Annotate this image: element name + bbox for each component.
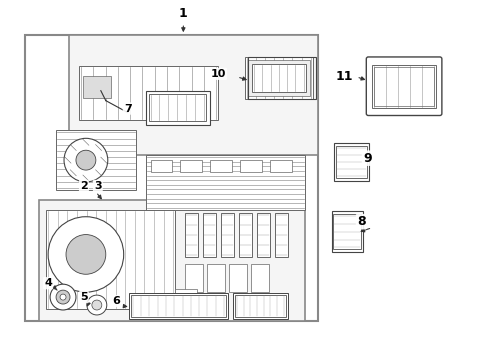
- Bar: [221, 213, 234, 257]
- Bar: [235, 295, 285, 317]
- Bar: [185, 213, 198, 257]
- Text: 5: 5: [80, 292, 87, 302]
- Bar: [128, 293, 227, 319]
- Bar: [130, 295, 225, 317]
- Bar: [250, 264, 268, 292]
- Bar: [371, 65, 435, 108]
- Text: 6: 6: [112, 296, 120, 306]
- Bar: [333, 214, 361, 249]
- Bar: [239, 213, 251, 257]
- Bar: [185, 264, 203, 292]
- Text: 1: 1: [179, 7, 187, 20]
- Bar: [145, 155, 304, 210]
- Bar: [210, 160, 232, 172]
- Bar: [247, 60, 309, 96]
- Bar: [244, 57, 312, 99]
- Bar: [228, 264, 246, 292]
- Bar: [207, 264, 224, 292]
- Bar: [46, 210, 175, 309]
- Circle shape: [76, 150, 96, 170]
- Bar: [175, 289, 197, 305]
- Bar: [256, 213, 269, 257]
- Bar: [334, 143, 368, 181]
- Bar: [39, 200, 304, 321]
- Bar: [25, 35, 317, 321]
- Circle shape: [92, 300, 102, 310]
- Bar: [150, 160, 172, 172]
- Bar: [251, 64, 305, 92]
- Bar: [331, 211, 363, 252]
- Text: 2: 2: [80, 181, 88, 191]
- Polygon shape: [69, 35, 317, 155]
- Bar: [274, 213, 287, 257]
- Bar: [180, 160, 202, 172]
- Circle shape: [87, 295, 106, 315]
- Text: 7: 7: [123, 104, 131, 113]
- Bar: [336, 146, 366, 178]
- Bar: [373, 67, 433, 105]
- Text: 9: 9: [362, 152, 371, 165]
- Bar: [247, 57, 315, 99]
- Circle shape: [56, 290, 70, 304]
- Bar: [240, 160, 262, 172]
- FancyBboxPatch shape: [366, 57, 441, 116]
- Bar: [233, 293, 287, 319]
- Circle shape: [64, 138, 107, 182]
- Text: 3: 3: [94, 181, 102, 191]
- Circle shape: [60, 294, 66, 300]
- Text: 8: 8: [356, 215, 365, 228]
- Text: 11: 11: [335, 70, 352, 83]
- Bar: [83, 76, 111, 98]
- Bar: [148, 94, 206, 121]
- Bar: [79, 66, 218, 121]
- Bar: [56, 130, 135, 190]
- Bar: [203, 213, 216, 257]
- Bar: [145, 91, 210, 125]
- Circle shape: [66, 235, 105, 274]
- Text: 4: 4: [44, 278, 52, 288]
- Text: 10: 10: [210, 69, 225, 79]
- Bar: [269, 160, 291, 172]
- Circle shape: [48, 217, 123, 292]
- Circle shape: [50, 284, 76, 310]
